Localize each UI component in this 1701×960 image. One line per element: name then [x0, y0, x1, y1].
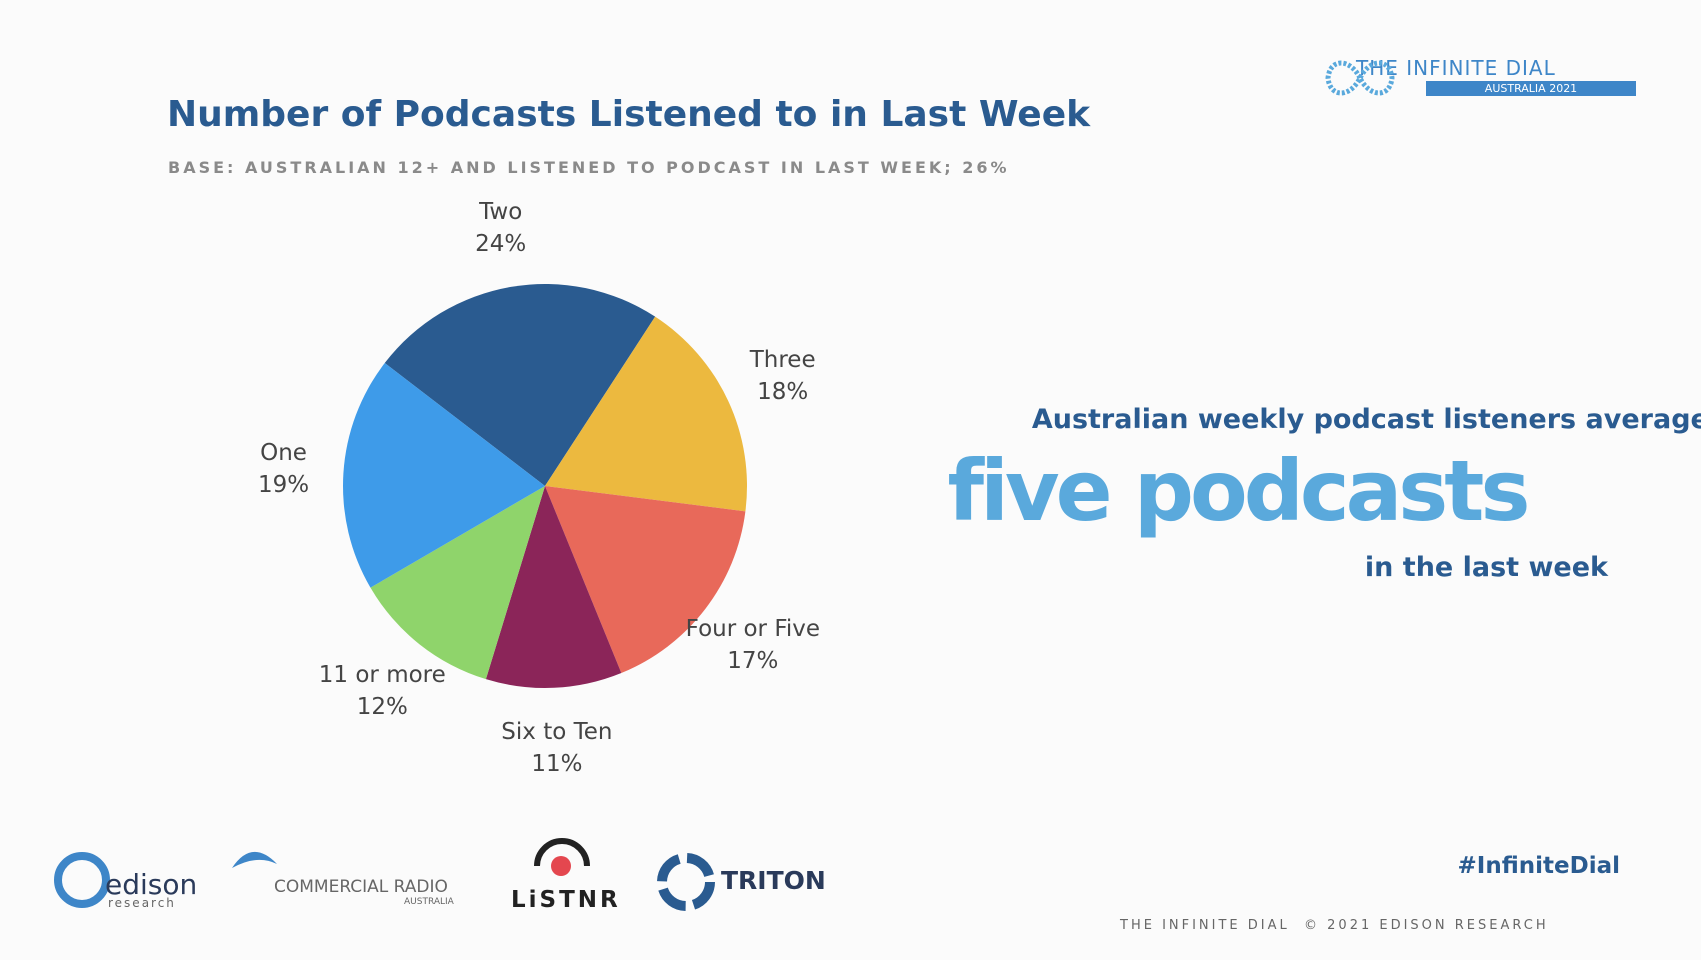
chart-title: Number of Podcasts Listened to in Last W…: [167, 94, 1091, 135]
slice-label: Four or Five 17%: [683, 613, 823, 677]
callout-tail: in the last week: [1364, 552, 1608, 583]
logo-edition: AUSTRALIA 2021: [1426, 81, 1636, 96]
pie-slice: [342, 363, 545, 588]
value-label: 24%: [475, 230, 527, 257]
callout-lead: Australian weekly podcast listeners aver…: [1031, 404, 1701, 435]
category-label: Six to Ten: [501, 718, 613, 745]
value-label: 12%: [356, 694, 408, 721]
category-label: Two: [479, 198, 523, 225]
pie-slice: [545, 316, 747, 512]
edison-logo: edison: [105, 868, 198, 901]
logo-name: THE INFINITE DIAL: [1356, 56, 1556, 80]
slice-label: Two 24%: [431, 196, 571, 260]
category-label: One: [260, 440, 307, 467]
edison-sub: research: [108, 896, 176, 910]
category-label: Four or Five: [685, 616, 821, 643]
subtitle: BASE: AUSTRALIAN 12+ AND LISTENED TO POD…: [168, 158, 1010, 177]
value-label: 18%: [757, 378, 809, 405]
slice-label: Six to Ten 11%: [487, 716, 627, 780]
slice-label: 11 or more 12%: [312, 659, 452, 723]
value-label: 19%: [257, 472, 310, 499]
listnr-logo: LiSTNR: [511, 887, 621, 913]
slice-label: Three 18%: [713, 344, 853, 408]
callout-highlight: five podcasts: [947, 442, 1531, 540]
hashtag: #InfiniteDial: [1457, 853, 1620, 879]
category-label: Three: [749, 346, 816, 373]
pie-slice: [545, 486, 746, 674]
pie-slice: [384, 283, 656, 486]
category-label: 11 or more: [318, 662, 446, 689]
triton-logo: TRITON: [721, 866, 826, 895]
cra-logo: COMMERCIAL RADIO: [274, 877, 448, 897]
slice-label: One 19%: [214, 437, 354, 501]
cra-sub: AUSTRALIA: [404, 897, 454, 907]
pie-slice: [370, 486, 545, 680]
value-label: 11%: [531, 750, 583, 777]
copyright: THE INFINITE DIAL © 2021 EDISON RESEARCH: [1120, 918, 1549, 933]
value-label: 17%: [727, 648, 779, 675]
pie-slice: [485, 486, 622, 688]
